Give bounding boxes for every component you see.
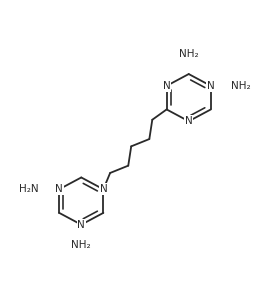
Text: N: N bbox=[100, 184, 107, 194]
Text: N: N bbox=[55, 184, 63, 194]
Text: N: N bbox=[185, 116, 193, 126]
Text: N: N bbox=[163, 81, 170, 91]
Text: NH₂: NH₂ bbox=[179, 49, 198, 59]
Text: H₂N: H₂N bbox=[19, 184, 39, 194]
Text: N: N bbox=[77, 220, 85, 230]
Text: NH₂: NH₂ bbox=[231, 81, 251, 91]
Text: NH₂: NH₂ bbox=[72, 240, 91, 250]
Text: N: N bbox=[207, 81, 215, 91]
